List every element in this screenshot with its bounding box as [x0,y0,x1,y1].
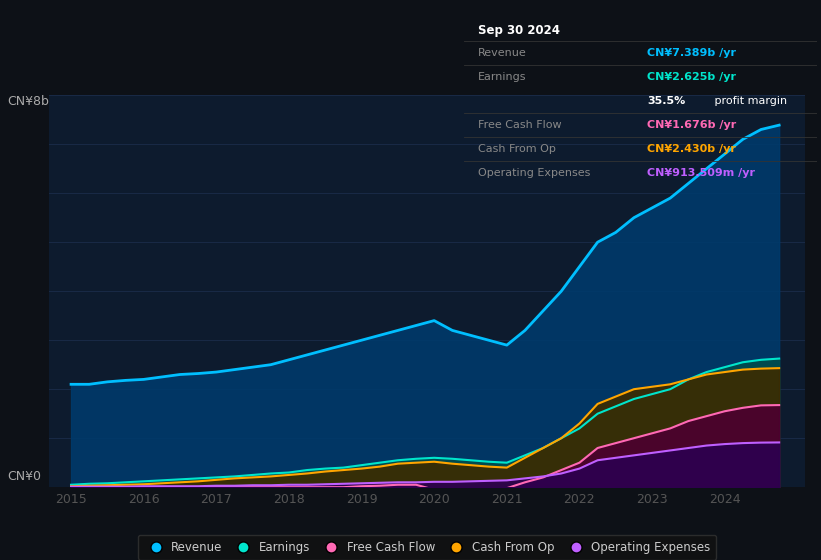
Text: Cash From Op: Cash From Op [478,143,556,153]
Text: CN¥7.389b /yr: CN¥7.389b /yr [648,48,736,58]
Legend: Revenue, Earnings, Free Cash Flow, Cash From Op, Operating Expenses: Revenue, Earnings, Free Cash Flow, Cash … [138,535,716,559]
Text: Earnings: Earnings [478,72,526,82]
Text: Free Cash Flow: Free Cash Flow [478,119,562,129]
Text: Operating Expenses: Operating Expenses [478,167,590,178]
Text: CN¥2.430b /yr: CN¥2.430b /yr [648,143,736,153]
Text: profit margin: profit margin [711,96,787,105]
Text: CN¥8b: CN¥8b [7,95,49,108]
Text: CN¥0: CN¥0 [7,470,42,483]
Text: CN¥913.509m /yr: CN¥913.509m /yr [648,167,755,178]
Text: 35.5%: 35.5% [648,96,686,105]
Text: Sep 30 2024: Sep 30 2024 [478,24,560,36]
Text: CN¥2.625b /yr: CN¥2.625b /yr [648,72,736,82]
Text: CN¥1.676b /yr: CN¥1.676b /yr [648,119,736,129]
Text: Revenue: Revenue [478,48,527,58]
